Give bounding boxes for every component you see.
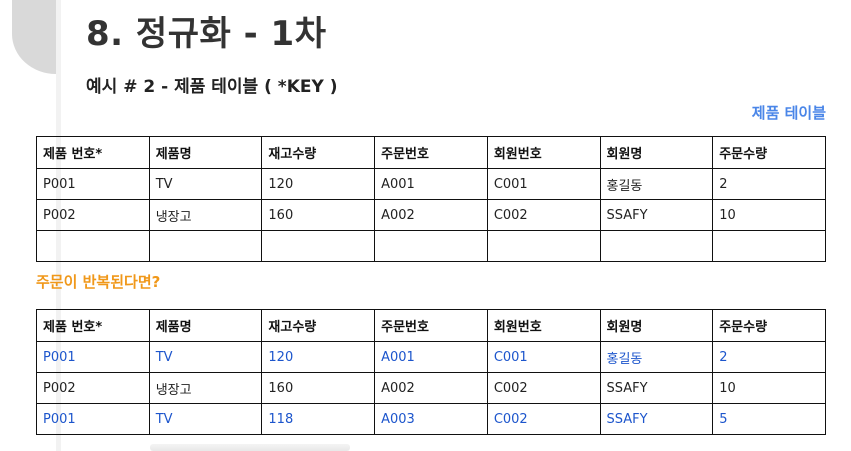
table-cell: C002 (486, 199, 601, 231)
header-order-qty: 주문수량 (712, 309, 826, 342)
header-product-no: 제품 번호* (36, 309, 150, 342)
table-cell (712, 230, 826, 262)
table-cell: 10 (712, 199, 826, 231)
table-row: P002 냉장고 160 A002 C002 SSAFY 10 (36, 199, 826, 231)
table-cell: TV (148, 168, 263, 200)
header-product-no: 제품 번호* (36, 136, 150, 169)
header-member-name: 회원명 (599, 136, 714, 169)
table-row: P002 냉장고 160 A002 C002 SSAFY 10 (36, 372, 826, 404)
header-order-no: 주문번호 (374, 309, 488, 342)
table-cell: TV (148, 341, 263, 373)
table-cell: SSAFY (599, 372, 714, 404)
table-cell: 160 (261, 372, 376, 404)
table-header-row: 제품 번호* 제품명 재고수량 주문번호 회원번호 회원명 주문수량 (36, 136, 826, 169)
table-cell: 120 (261, 168, 376, 200)
table-cell: A001 (374, 168, 488, 200)
table-cell: 홍길동 (599, 168, 714, 200)
table-caption: 제품 테이블 (751, 104, 826, 122)
table-row-highlighted: P001 TV 118 A003 C002 SSAFY 5 (36, 403, 826, 435)
table-cell: SSAFY (599, 403, 714, 435)
table-cell: P001 (36, 341, 150, 373)
slide-subtitle: 예시 # 2 - 제품 테이블 ( *KEY ) (86, 77, 338, 97)
header-stock-qty: 재고수량 (261, 136, 376, 169)
header-product-name: 제품명 (148, 309, 263, 342)
table-cell: C002 (486, 372, 601, 404)
product-table-repeated-orders: 제품 번호* 제품명 재고수량 주문번호 회원번호 회원명 주문수량 P001 … (36, 309, 826, 435)
table-cell: P002 (36, 372, 150, 404)
table-cell: 118 (261, 403, 376, 435)
table-cell (486, 230, 601, 262)
table-cell (36, 230, 150, 262)
header-stock-qty: 재고수량 (261, 309, 376, 342)
table-cell: 2 (712, 341, 826, 373)
table-cell (599, 230, 714, 262)
table-row-empty (36, 230, 826, 262)
table-cell: 5 (712, 403, 826, 435)
table-cell: A003 (374, 403, 488, 435)
table-cell: C001 (486, 341, 601, 373)
table-cell (374, 230, 488, 262)
product-table: 제품 번호* 제품명 재고수량 주문번호 회원번호 회원명 주문수량 P001 … (36, 136, 826, 262)
table-cell: A001 (374, 341, 488, 373)
table-cell: C001 (486, 168, 601, 200)
table-cell (261, 230, 376, 262)
table-row: P001 TV 120 A001 C001 홍길동 2 (36, 168, 826, 200)
table-cell: 홍길동 (599, 341, 714, 373)
table-cell: TV (148, 403, 263, 435)
table-row-highlighted: P001 TV 120 A001 C001 홍길동 2 (36, 341, 826, 373)
table-cell: 10 (712, 372, 826, 404)
header-member-name: 회원명 (599, 309, 714, 342)
table-cell: 120 (261, 341, 376, 373)
cut-off-text-fragment (150, 444, 350, 451)
table-cell: SSAFY (599, 199, 714, 231)
table-cell: 2 (712, 168, 826, 200)
table-cell: A002 (374, 199, 488, 231)
table-cell: P001 (36, 168, 150, 200)
decorative-corner-shape (12, 0, 56, 74)
table-cell (148, 230, 263, 262)
repeated-order-note: 주문이 반복된다면? (36, 273, 161, 291)
header-order-no: 주문번호 (374, 136, 488, 169)
header-order-qty: 주문수량 (712, 136, 826, 169)
table-cell: 160 (261, 199, 376, 231)
header-member-no: 회원번호 (486, 309, 601, 342)
table-cell: 냉장고 (148, 372, 263, 404)
header-member-no: 회원번호 (486, 136, 601, 169)
table-cell: 냉장고 (148, 199, 263, 231)
table-cell: P002 (36, 199, 150, 231)
table-cell: A002 (374, 372, 488, 404)
table-header-row: 제품 번호* 제품명 재고수량 주문번호 회원번호 회원명 주문수량 (36, 309, 826, 342)
table-cell: P001 (36, 403, 150, 435)
slide-title: 8. 정규화 - 1차 (86, 14, 327, 54)
table-cell: C002 (486, 403, 601, 435)
header-product-name: 제품명 (148, 136, 263, 169)
